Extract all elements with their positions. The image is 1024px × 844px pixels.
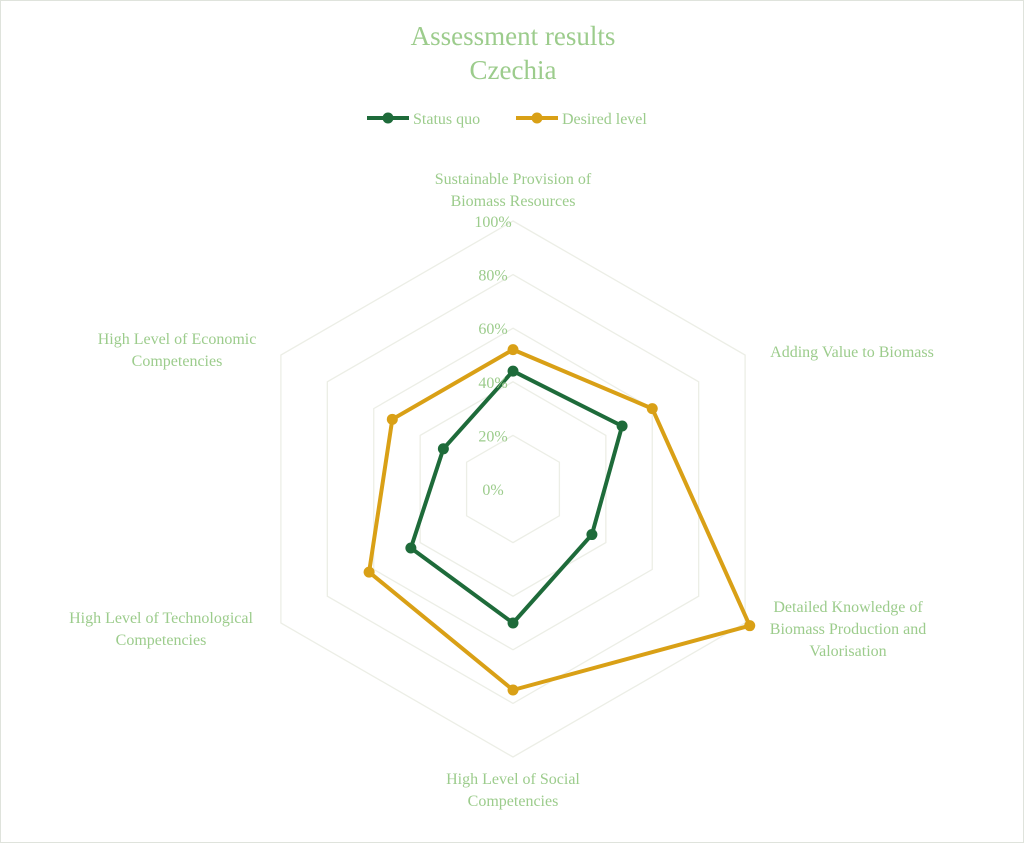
chart-subtitle: Czechia — [470, 55, 557, 85]
axis-label: Sustainable Provision of Biomass Resource… — [435, 171, 592, 210]
data-point — [386, 413, 398, 425]
chart-title: Assessment results — [411, 21, 616, 51]
tick-label: 20% — [478, 428, 507, 445]
data-point — [405, 542, 417, 554]
legend: Status quo Desired level — [367, 111, 647, 128]
data-point — [586, 529, 598, 541]
tick-label: 80% — [478, 268, 507, 285]
data-point — [646, 403, 658, 415]
series-layer — [363, 344, 756, 696]
data-point — [437, 443, 449, 455]
axis-label: Adding Value to Biomass — [770, 344, 934, 361]
tick-label: 60% — [478, 321, 507, 338]
legend-label: Status quo — [413, 111, 480, 128]
data-point — [616, 420, 628, 432]
data-point — [363, 566, 375, 578]
axis-label: High Level of Social Competencies — [446, 771, 580, 810]
data-point — [744, 620, 756, 632]
tick-labels: 0% 20% 40% 60% 80% 100% — [474, 214, 511, 499]
legend-marker — [382, 112, 394, 124]
data-point — [507, 617, 519, 629]
data-point — [507, 684, 519, 696]
axis-label: High Level of Technological Competencies — [69, 610, 253, 649]
grid-ring — [326, 273, 700, 705]
series-line-0 — [408, 369, 625, 625]
axis-label: Detailed Knowledge of Biomass Production … — [770, 599, 926, 660]
legend-marker — [531, 112, 543, 124]
series-line-1 — [367, 347, 752, 692]
axis-labels: Sustainable Provision of Biomass Resource… — [69, 171, 934, 810]
axis-label: High Level of Economic Competencies — [98, 331, 257, 370]
data-point — [507, 365, 519, 377]
legend-label: Desired level — [562, 111, 647, 128]
grid-ring — [280, 220, 746, 758]
radar-grid — [280, 220, 746, 758]
grid-ring — [465, 434, 561, 544]
data-point — [507, 344, 519, 356]
tick-label: 100% — [474, 214, 511, 231]
tick-label: 0% — [482, 482, 503, 499]
grid-ring — [419, 381, 607, 597]
tick-label: 40% — [478, 375, 507, 392]
